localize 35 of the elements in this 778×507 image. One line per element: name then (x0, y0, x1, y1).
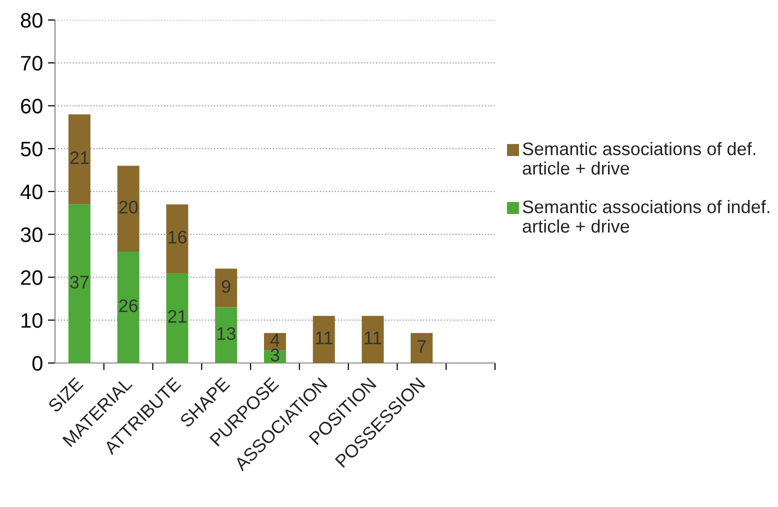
bar (117, 166, 140, 252)
y-tick-label: 10 (22, 313, 42, 328)
y-tick-label: 0 (32, 356, 42, 371)
bar (215, 307, 238, 363)
data-label: 7 (418, 340, 426, 353)
bar (215, 268, 238, 308)
bar (410, 332, 433, 363)
data-label: 4 (270, 334, 280, 346)
y-tick-label: 30 (20, 227, 42, 242)
bar (166, 272, 188, 363)
data-label: 3 (270, 348, 280, 362)
y-tick-label: 70 (21, 56, 42, 71)
legend-label: Semantic associations of def. article + drive (522, 142, 756, 175)
data-label: 20 (119, 200, 138, 214)
data-label: 26 (119, 299, 138, 312)
bar (312, 316, 335, 363)
data-label: 11 (364, 332, 382, 344)
y-tick-label: 80 (20, 13, 42, 28)
y-tick-label: 50 (20, 142, 42, 156)
bar (166, 204, 188, 273)
bar (68, 114, 90, 204)
data-label: 11 (316, 332, 332, 344)
y-tick-label: 60 (21, 98, 42, 114)
data-label: 13 (217, 327, 236, 340)
data-label: 37 (70, 276, 89, 289)
y-tick-label: 40 (20, 184, 42, 200)
bar (362, 316, 384, 363)
bar (117, 252, 140, 363)
data-label: 21 (168, 310, 186, 323)
y-tick-label: 20 (21, 270, 42, 286)
legend-label: Semantic associations of indef. article + drive (522, 200, 770, 233)
data-label: 21 (70, 151, 89, 164)
bar (68, 204, 90, 363)
data-label: 9 (222, 280, 230, 293)
data-label: 16 (168, 230, 186, 244)
